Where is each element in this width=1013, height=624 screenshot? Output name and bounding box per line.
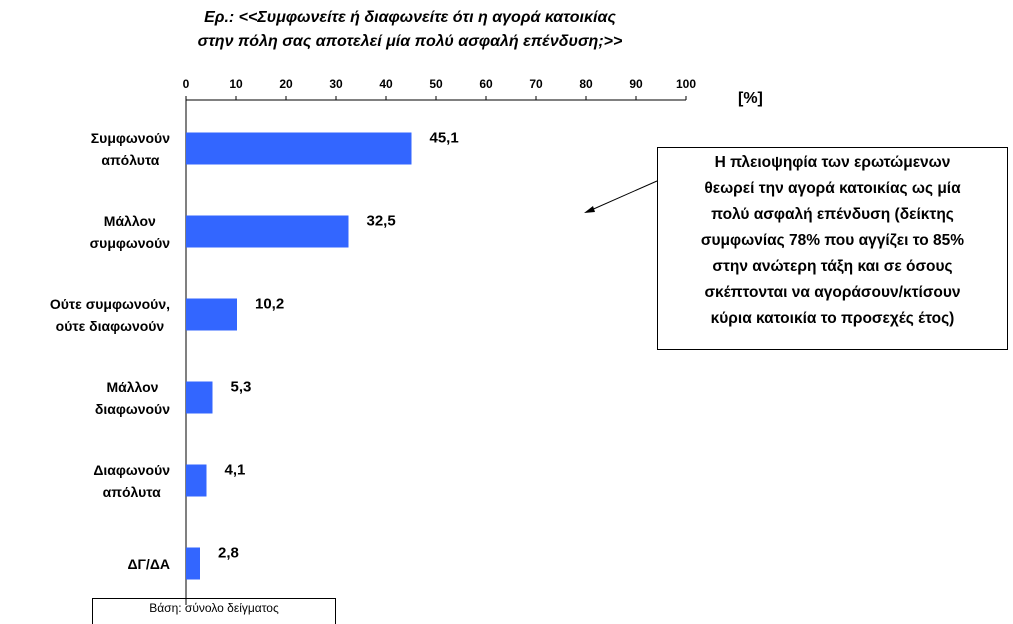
bar <box>186 464 207 497</box>
value-label: 4,1 <box>225 461 246 478</box>
bar <box>186 381 213 414</box>
x-tick-label: 10 <box>229 77 243 91</box>
chart-title: Ερ.: <<Συμφωνείτε ή διαφωνείτε ότι η αγο… <box>197 9 623 50</box>
y-tick-label: Μάλλον συμφωνούν <box>89 212 170 251</box>
x-tick-label: 100 <box>676 77 696 91</box>
x-tick-label: 50 <box>429 77 443 91</box>
x-axis-label: [%] <box>738 90 763 107</box>
x-tick-label: 80 <box>579 77 593 91</box>
y-tick-label: Διαφωνούν απόλυτα <box>93 461 170 500</box>
value-label: 45,1 <box>430 129 459 146</box>
annotation: Η πλειοψηφία των ερωτώμενων θεωρεί την α… <box>657 147 1008 350</box>
note: Βάση: σύνολο δείγματος <box>92 598 336 624</box>
y-tick-label: ΔΓ/ΔΑ <box>127 555 170 572</box>
x-tick-label: 60 <box>479 77 493 91</box>
x-tick-label: 20 <box>279 77 293 91</box>
y-tick-label: Συμφωνούν απόλυτα <box>90 129 170 168</box>
value-label: 32,5 <box>367 212 396 229</box>
value-label: 2,8 <box>218 544 239 561</box>
y-tick-label: Μάλλον διαφωνούν <box>94 378 170 417</box>
arrow <box>588 180 658 212</box>
bar <box>186 215 349 248</box>
value-label: 10,2 <box>255 295 284 312</box>
x-tick-label: 70 <box>529 77 543 91</box>
value-label: 5,3 <box>231 378 252 395</box>
x-tick-label: 40 <box>379 77 393 91</box>
arrow-head <box>584 206 595 213</box>
bar <box>186 547 200 580</box>
x-tick-label: 30 <box>329 77 343 91</box>
y-tick-label: Ούτε συμφωνούν, ούτε διαφωνούν <box>49 295 170 334</box>
bar <box>186 298 237 331</box>
x-tick-label: 90 <box>629 77 643 91</box>
x-tick-label: 0 <box>183 77 190 91</box>
bar <box>186 132 412 165</box>
